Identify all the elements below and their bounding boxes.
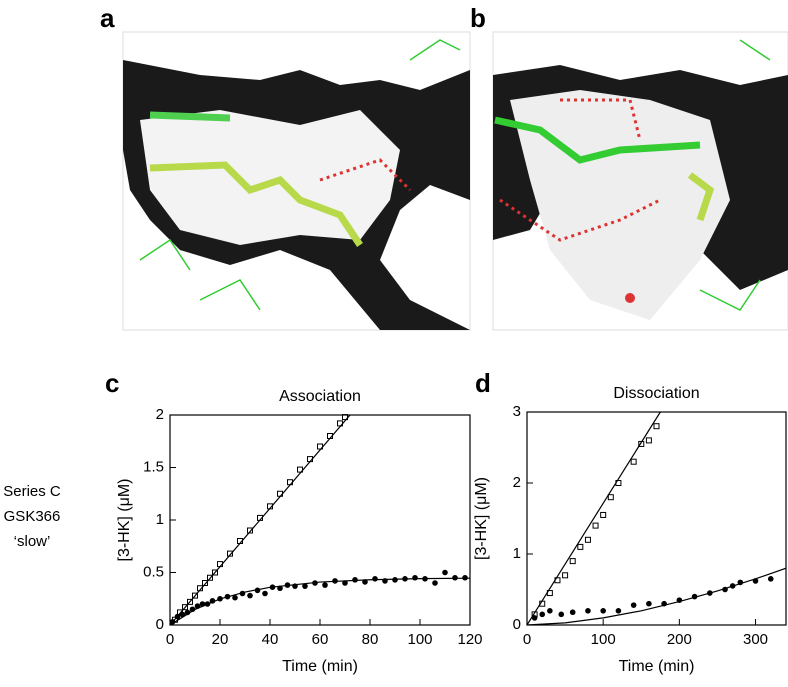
data-point — [192, 592, 198, 599]
structure-image-a — [122, 31, 471, 331]
panel-label: d — [475, 368, 491, 398]
chart-title: Association — [279, 388, 361, 405]
data-point — [569, 558, 576, 565]
x-tick-label: 0 — [523, 631, 531, 648]
x-tick-label: 0 — [166, 631, 174, 648]
data-point — [262, 590, 268, 597]
data-point — [392, 577, 398, 583]
data-point — [558, 611, 565, 618]
y-tick-label: 2 — [156, 406, 164, 423]
data-point — [547, 608, 553, 614]
data-point — [412, 574, 418, 581]
panel-label: b — [470, 3, 486, 33]
data-point — [442, 569, 448, 576]
data-point — [207, 574, 213, 581]
y-tick-label: 2 — [513, 474, 521, 491]
data-point — [322, 582, 328, 588]
data-point — [607, 494, 614, 501]
data-point — [202, 580, 208, 586]
fit-line — [527, 412, 661, 625]
plot-frame — [526, 411, 787, 626]
y-axis-label: [3-HK] (μM) — [116, 479, 133, 562]
data-point — [247, 527, 253, 534]
x-axis-label: Time (min) — [282, 658, 358, 675]
data-point — [630, 458, 637, 465]
panel-label: a — [100, 3, 115, 33]
x-tick-label: 60 — [312, 631, 329, 648]
data-point — [592, 522, 599, 529]
data-point — [646, 600, 652, 607]
y-tick-label: 3 — [513, 403, 521, 420]
panel-label: c — [105, 368, 119, 398]
data-point — [562, 572, 569, 579]
data-point — [182, 604, 188, 611]
plot-frame — [169, 414, 471, 626]
fit-line — [170, 577, 470, 625]
data-point — [212, 569, 218, 576]
data-point — [232, 594, 238, 601]
data-point — [585, 608, 591, 614]
data-point — [653, 423, 660, 430]
data-point — [247, 592, 253, 599]
data-point — [227, 550, 233, 557]
side-label: GSK366 — [4, 508, 61, 525]
data-point — [539, 611, 546, 618]
x-tick-label: 20 — [212, 631, 229, 648]
data-point — [600, 608, 606, 614]
data-point — [630, 602, 637, 608]
y-tick-label: 0 — [513, 616, 521, 633]
y-tick-label: 0 — [156, 616, 164, 633]
y-tick-label: 1 — [156, 511, 164, 528]
data-point — [372, 576, 378, 582]
data-point — [767, 576, 774, 582]
data-point — [615, 608, 622, 614]
chart-title: Dissociation — [613, 385, 699, 402]
y-tick-label: 0.5 — [143, 563, 164, 580]
data-point — [584, 536, 591, 543]
x-tick-label: 200 — [667, 631, 692, 648]
x-axis-label: Time (min) — [619, 658, 695, 675]
x-tick-label: 40 — [262, 631, 279, 648]
y-axis-label: [3-HK] (μM) — [473, 477, 490, 560]
side-label: Series C — [3, 483, 61, 500]
x-tick-label: 300 — [743, 631, 768, 648]
structure-image-b — [492, 31, 788, 331]
x-tick-label: 100 — [591, 631, 616, 648]
x-tick-label: 120 — [457, 631, 482, 648]
data-point — [645, 437, 652, 444]
data-point — [187, 598, 193, 605]
data-point — [569, 609, 576, 616]
x-tick-label: 100 — [407, 631, 432, 648]
y-tick-label: 1.5 — [143, 458, 164, 475]
side-label: ‘slow’ — [14, 533, 51, 550]
y-tick-label: 1 — [513, 545, 521, 562]
data-point — [342, 580, 348, 586]
data-point — [577, 543, 584, 550]
data-point — [432, 580, 438, 586]
x-tick-label: 80 — [362, 631, 379, 648]
data-point — [531, 615, 538, 621]
data-point — [302, 583, 308, 589]
fit-line — [527, 567, 786, 625]
data-point — [600, 511, 607, 518]
fit-line — [170, 415, 351, 625]
